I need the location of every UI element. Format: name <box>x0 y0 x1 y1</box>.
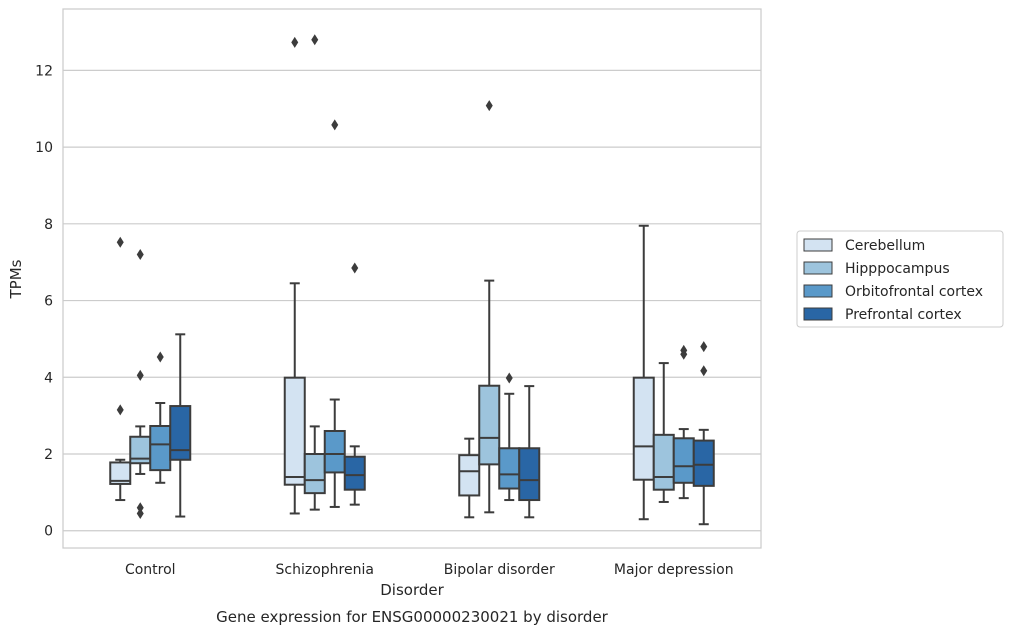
outlier-point <box>136 249 144 261</box>
x-tick-label: Major depression <box>614 562 734 578</box>
box-0-2 <box>458 437 481 519</box>
y-tick-label: 4 <box>44 370 53 386</box>
outlier-point <box>116 236 124 248</box>
box-2-3 <box>672 344 695 500</box>
y-axis-label: TPMs <box>7 259 25 299</box>
box-body <box>283 376 306 486</box>
box-3-3 <box>692 341 715 526</box>
y-tick-labels: 0 2 4 6 8 10 12 <box>35 63 53 539</box>
outlier-point <box>700 341 708 353</box>
box-0-0 <box>109 236 132 502</box>
box-body <box>518 447 541 502</box>
box-3-2 <box>518 385 541 519</box>
outlier-point <box>136 502 144 514</box>
outlier-point <box>116 404 124 416</box>
box-body <box>672 437 695 484</box>
box-body <box>632 376 655 481</box>
x-tick-label: Control <box>125 562 176 578</box>
x-axis-label: Disorder <box>380 581 444 599</box>
outlier-point <box>351 262 359 274</box>
box-body <box>149 425 172 472</box>
box-3-1 <box>343 262 366 506</box>
box-body <box>652 433 675 491</box>
y-tick-label: 2 <box>44 447 53 463</box>
box-2-1 <box>323 119 346 508</box>
outlier-point <box>505 372 513 384</box>
outlier-point <box>156 351 164 363</box>
legend-label: Prefrontal cortex <box>845 307 962 323</box>
box-0-1 <box>283 36 306 515</box>
box-1-3 <box>652 362 675 503</box>
legend-frame <box>796 230 1004 328</box>
box-body <box>303 453 326 495</box>
box-1-0 <box>129 249 152 519</box>
box-body <box>478 384 501 466</box>
box-body <box>458 454 481 497</box>
outlier-point <box>700 365 708 377</box>
box-1-1 <box>303 34 326 511</box>
box-body <box>343 455 366 491</box>
legend: Cerebellum Hipppocampus Orbitofrontal cort… <box>796 230 1004 328</box>
x-tick-labels: Control Schizophrenia Bipolar disorder Majo… <box>125 562 734 578</box>
plot-frame <box>62 8 762 549</box>
box-body <box>498 447 521 490</box>
y-tick-label: 0 <box>44 524 53 540</box>
box-3-0 <box>169 333 192 518</box>
legend-swatch <box>803 261 833 275</box>
outlier-point <box>311 34 319 46</box>
box-0-3 <box>632 224 655 521</box>
legend-swatch <box>803 238 833 252</box>
outlier-point <box>331 119 339 131</box>
outlier-point <box>136 369 144 381</box>
y-tick-label: 12 <box>35 63 53 79</box>
legend-swatch <box>803 284 833 298</box>
box-body <box>169 405 192 461</box>
box-body <box>692 439 715 487</box>
outlier-point <box>485 100 493 112</box>
outlier-point <box>291 36 299 48</box>
legend-swatch <box>803 307 833 321</box>
box-body <box>323 429 346 474</box>
box-groups <box>109 34 715 526</box>
chart-caption: Gene expression for ENSG00000230021 by d… <box>216 608 609 626</box>
legend-label: Cerebellum <box>845 238 925 254</box>
y-tick-label: 8 <box>44 217 53 233</box>
x-tick-label: Bipolar disorder <box>444 562 555 578</box>
legend-label: Hipppocampus <box>845 261 950 277</box>
outlier-point <box>680 348 688 360</box>
outlier-point <box>136 507 144 519</box>
box-1-2 <box>478 100 501 514</box>
y-tick-label: 10 <box>35 140 53 156</box>
box-body <box>109 461 132 485</box>
legend-label: Orbitofrontal cortex <box>845 284 983 300</box>
y-tick-label: 6 <box>44 294 53 310</box>
x-tick-label: Schizophrenia <box>276 562 374 578</box>
box-2-0 <box>149 351 172 484</box>
